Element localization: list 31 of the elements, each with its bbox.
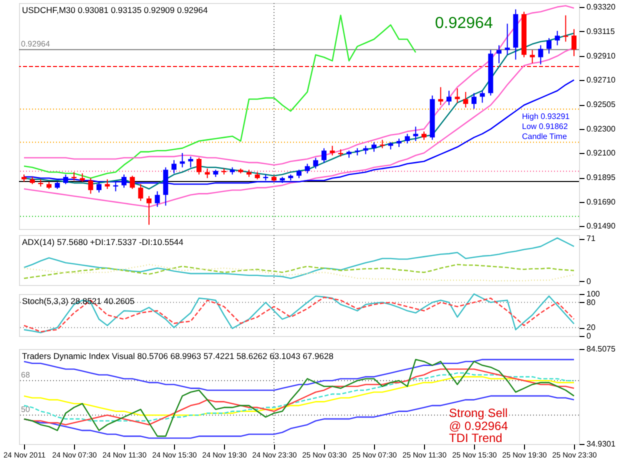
annotation: Strong Sell xyxy=(449,406,508,420)
y-tick-label: 84.5075 xyxy=(586,344,616,354)
chart-title: Traders Dynamic Index Visual 80.5706 68.9963 57.4221 58.6262 63.1043 67.9628 xyxy=(22,351,334,361)
y-tick-label: 80 xyxy=(586,298,596,307)
y-tick-label: 34.9301 xyxy=(586,440,616,448)
y-tick-label: 0.92100 xyxy=(586,148,616,158)
ref-line-label: 0.92964 xyxy=(21,40,50,49)
ref-line-label: 50 xyxy=(21,405,30,414)
y-tick-label: 0.92910 xyxy=(586,52,616,61)
ref-line-label: 68 xyxy=(21,370,30,380)
y-tick-label: 0.91490 xyxy=(586,222,616,231)
y-tick-label: 0.93115 xyxy=(586,26,616,36)
annotation: High 0.93291 xyxy=(522,112,570,121)
y-tick-label: 20 xyxy=(586,323,596,332)
chart-title: USDCHF,M30 0.93081 0.93135 0.92909 0.92964 xyxy=(22,5,208,15)
y-tick-label: 0.92300 xyxy=(586,124,616,134)
annotation: TDI Trend xyxy=(449,431,502,445)
y-tick-label: 0.91690 xyxy=(586,198,616,207)
annotation: Low 0.91862 xyxy=(522,122,568,131)
y-tick-label: 71 xyxy=(586,234,596,244)
y-tick-label: 0.92710 xyxy=(586,75,616,84)
annotation: @ 0.92964 xyxy=(449,419,508,433)
y-tick-label: 0.91895 xyxy=(586,173,616,182)
y-tick-label: 0 xyxy=(586,332,592,340)
annotation: 0.92964 xyxy=(435,15,493,32)
y-tick-label: 100 xyxy=(586,290,600,298)
y-tick-label: 0.92505 xyxy=(586,100,616,110)
y-tick-label: 0 xyxy=(586,276,592,286)
y-tick-label: 0.93320 xyxy=(586,2,616,12)
annotation: Candle Time xyxy=(522,132,568,141)
chart-title: ADX(14) 57.5680 +DI:17.5337 -DI:10.5544 xyxy=(22,237,184,247)
